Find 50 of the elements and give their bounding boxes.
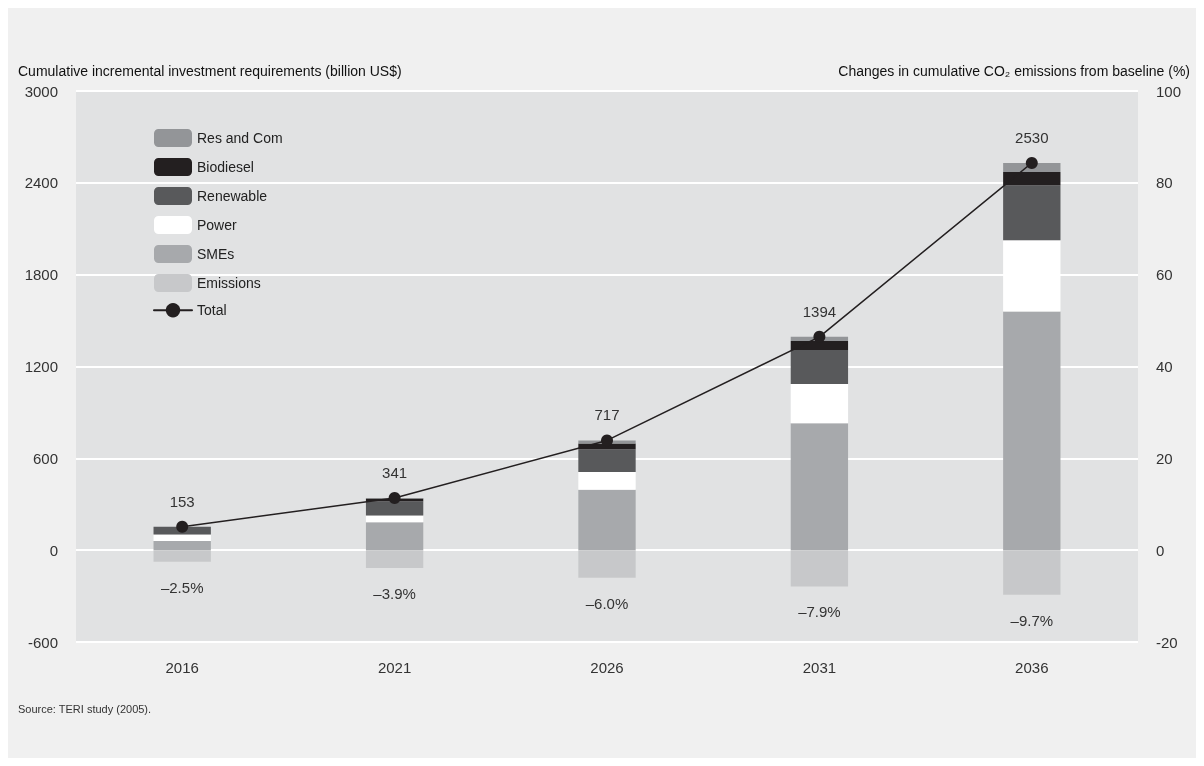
y2-tick-label: 40 bbox=[1156, 358, 1173, 375]
bar bbox=[365, 515, 424, 523]
x-tick-label: 2031 bbox=[802, 659, 837, 676]
y2-tick-label: 0 bbox=[1156, 541, 1165, 559]
source-note: Source: TERI study (2005). bbox=[18, 702, 152, 715]
data-label: 2530 bbox=[1015, 128, 1049, 146]
bar bbox=[1003, 185, 1061, 241]
data-label: –3.9% bbox=[373, 585, 416, 603]
x-tick-label: 2036 bbox=[1015, 659, 1049, 676]
bar bbox=[578, 472, 636, 490]
data-label: 153 bbox=[169, 492, 195, 510]
y2-tick-label: 100 bbox=[1156, 82, 1182, 100]
legend-label: SMEs bbox=[197, 246, 235, 262]
y2-tick-label: 20 bbox=[1156, 449, 1173, 467]
y-tick-label: 2400 bbox=[24, 174, 58, 192]
bar bbox=[153, 534, 211, 541]
bar bbox=[365, 501, 424, 516]
y2-tick-label: -20 bbox=[1156, 633, 1178, 651]
data-label: 1394 bbox=[802, 302, 837, 320]
y-tick-label: 0 bbox=[49, 541, 58, 559]
x-tick-label: 2021 bbox=[377, 659, 412, 676]
y-axis-title: Cumulative incremental investment requirements (billion US$) bbox=[18, 63, 402, 79]
x-tick-label: 2026 bbox=[590, 659, 624, 676]
point bbox=[176, 520, 189, 533]
y2-tick-label: 60 bbox=[1156, 266, 1173, 284]
y-tick-label: -600 bbox=[27, 633, 58, 651]
data-label: –2.5% bbox=[160, 578, 204, 596]
y2-axis-title: Changes in cumulative CO₂ emissions from baseline (%) bbox=[838, 63, 1191, 79]
legend-label: Res and Com bbox=[197, 130, 283, 146]
data-label: –6.0% bbox=[585, 594, 629, 612]
y-tick-label: 3000 bbox=[24, 82, 58, 100]
legend-label: Emissions bbox=[197, 275, 261, 291]
data-label: –9.7% bbox=[1010, 611, 1054, 629]
data-label: 717 bbox=[594, 406, 620, 424]
legend-label: Power bbox=[197, 217, 238, 233]
legend-label: Biodiesel bbox=[197, 159, 254, 175]
y-tick-label: 600 bbox=[32, 449, 58, 467]
point bbox=[388, 491, 401, 504]
data-label: 341 bbox=[382, 463, 408, 481]
point bbox=[1025, 156, 1038, 169]
y2-tick-label: 80 bbox=[1156, 174, 1173, 192]
data-label: –7.9% bbox=[798, 603, 841, 621]
bar bbox=[578, 449, 636, 473]
y-tick-label: 1200 bbox=[24, 358, 58, 375]
x-tick-label: 2016 bbox=[165, 659, 199, 676]
bar bbox=[790, 384, 849, 424]
y-tick-label: 1800 bbox=[24, 266, 58, 284]
legend-label: Renewable bbox=[197, 188, 268, 204]
legend-label: Total bbox=[197, 302, 227, 319]
bar bbox=[790, 350, 849, 385]
